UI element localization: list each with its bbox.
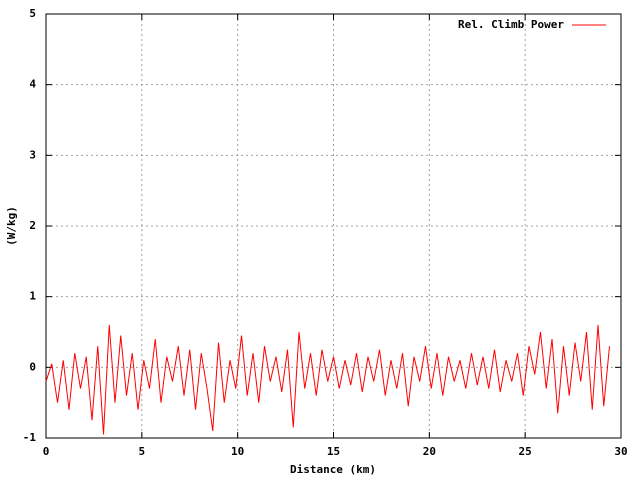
plot-frame bbox=[45, 13, 622, 439]
y-axis-label: (W/kg) bbox=[5, 206, 18, 246]
x-axis-label: Distance (km) bbox=[290, 463, 376, 476]
legend-label: Rel. Climb Power bbox=[458, 18, 564, 31]
x-tick-label: 5 bbox=[139, 445, 146, 458]
y-tick-label: 2 bbox=[29, 219, 36, 232]
x-tick-label: 30 bbox=[614, 445, 627, 458]
x-tick-label: 0 bbox=[43, 445, 50, 458]
x-tick-label: 25 bbox=[519, 445, 532, 458]
data-line bbox=[45, 324, 610, 435]
y-tick-label: 4 bbox=[29, 78, 36, 91]
y-tick-label: -1 bbox=[23, 431, 37, 444]
y-tick-label: 1 bbox=[29, 290, 36, 303]
y-tick-label: 0 bbox=[29, 360, 36, 373]
x-tick-label: 20 bbox=[423, 445, 436, 458]
x-tick-label: 10 bbox=[231, 445, 244, 458]
y-tick-label: 5 bbox=[29, 7, 36, 20]
y-tick-label: 3 bbox=[29, 148, 36, 161]
x-tick-label: 15 bbox=[327, 445, 340, 458]
